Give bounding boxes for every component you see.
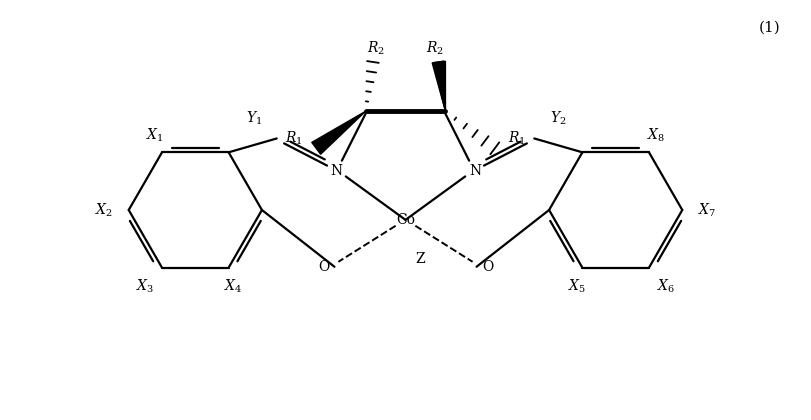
Text: $X_1$: $X_1$ [146, 126, 164, 144]
Text: $Y_1$: $Y_1$ [247, 110, 263, 127]
Polygon shape [311, 111, 366, 154]
Text: $R_1$: $R_1$ [285, 130, 303, 147]
Polygon shape [434, 61, 445, 111]
Text: $X_5$: $X_5$ [569, 278, 586, 295]
Text: O: O [482, 260, 493, 274]
Text: N: N [469, 163, 481, 178]
Text: O: O [318, 260, 329, 274]
Text: $X_8$: $X_8$ [647, 126, 666, 144]
Polygon shape [432, 61, 445, 111]
Text: $X_3$: $X_3$ [135, 278, 154, 295]
Text: $X_6$: $X_6$ [657, 278, 676, 295]
Text: $X_2$: $X_2$ [95, 201, 113, 219]
Text: Z: Z [415, 252, 425, 266]
Text: $R_2$: $R_2$ [426, 39, 444, 57]
Text: $R_2$: $R_2$ [367, 39, 385, 57]
Text: $X_7$: $X_7$ [697, 201, 716, 219]
Text: $X_4$: $X_4$ [225, 278, 242, 295]
Text: (1): (1) [759, 21, 781, 34]
Text: Co: Co [396, 213, 415, 227]
Text: $Y_2$: $Y_2$ [550, 110, 566, 127]
Text: $R_1$: $R_1$ [508, 130, 526, 147]
Text: N: N [330, 163, 342, 178]
